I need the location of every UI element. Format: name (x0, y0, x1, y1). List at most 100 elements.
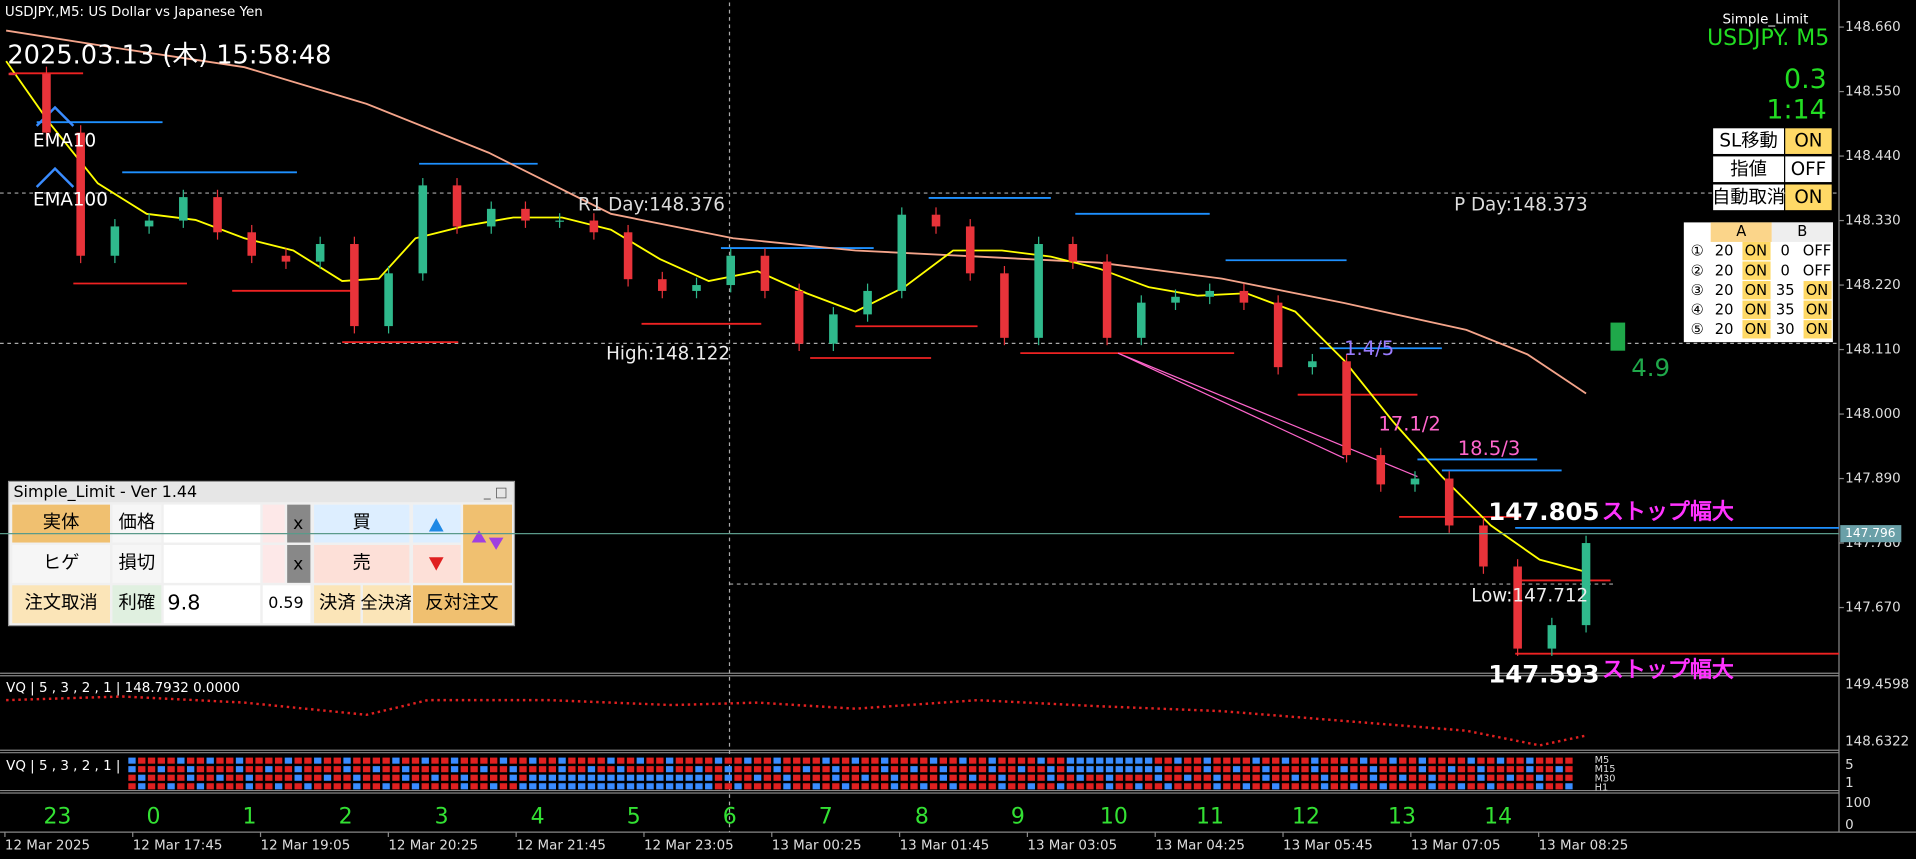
vq-cell (597, 766, 605, 773)
vq-cell (1262, 783, 1270, 790)
vq-cell (695, 757, 703, 764)
candle (1068, 244, 1078, 262)
panel-close[interactable]: 決済 (319, 593, 356, 614)
vq-cell (1506, 766, 1514, 773)
vq-cell (1467, 757, 1475, 764)
vq-cell (714, 774, 723, 781)
vq-cell (1008, 774, 1016, 781)
vq-cell (1027, 757, 1035, 764)
candle (692, 285, 701, 291)
vq-cell (1467, 783, 1475, 790)
vq-cell (529, 766, 537, 773)
vq-cell (675, 774, 684, 781)
vq-cell (1272, 757, 1280, 764)
vq-cell (568, 783, 576, 790)
vq-cell (939, 757, 948, 764)
panel-reverse[interactable]: 反対注文 (425, 593, 498, 614)
vq-cell (245, 774, 253, 781)
vq-cell (1418, 774, 1426, 781)
panel-clear-x1[interactable]: x (293, 514, 303, 534)
table-cell: 20 (1715, 243, 1734, 260)
vq-cell (274, 774, 283, 781)
panel-clear-x2[interactable]: x (293, 555, 303, 575)
table-cell: ON (1806, 282, 1829, 299)
vq-cell (333, 774, 341, 781)
vq-cell (274, 757, 283, 764)
vq-cell (568, 766, 576, 773)
vq-cell (1301, 774, 1309, 781)
vq-cell (1311, 774, 1319, 781)
vq-cell (959, 766, 967, 773)
vq-cell (1037, 757, 1045, 764)
vq-cell (128, 766, 136, 773)
candle (418, 185, 428, 274)
toggle-bg (1713, 184, 1785, 211)
vq-cell (1203, 774, 1211, 781)
toggle-state[interactable]: ON (1794, 187, 1822, 208)
vq-cell (1056, 783, 1065, 790)
vq-cell (1213, 766, 1221, 773)
y-tick-label: 147.890 (1845, 472, 1901, 487)
vq-cell (1164, 783, 1172, 790)
vq-cell (881, 774, 889, 781)
vq-cell (1291, 757, 1299, 764)
vq-cell (636, 757, 644, 764)
vq-cell (841, 766, 850, 773)
timeframe-label: M5 (1595, 755, 1610, 766)
vq-cell (157, 783, 165, 790)
vq-cell (753, 766, 762, 773)
panel-body-btn[interactable]: 実体 (43, 512, 80, 533)
toggle-state[interactable]: ON (1794, 131, 1822, 152)
vq-cell (841, 783, 850, 790)
vq-cell (1467, 766, 1475, 773)
vq-cell (450, 783, 459, 790)
vq-cell (1311, 766, 1319, 773)
vq-cell (988, 783, 996, 790)
vq-cell (1076, 757, 1084, 764)
candle (589, 220, 599, 233)
vq-cell (421, 757, 429, 764)
toggle-state[interactable]: OFF (1791, 159, 1826, 180)
ema-label: EMA10 (33, 131, 96, 152)
vq-cell (519, 766, 527, 773)
vq-cell (1066, 757, 1075, 764)
vq-cell (861, 783, 869, 790)
candle (350, 244, 359, 327)
timeframe-label: M30 (1595, 773, 1616, 784)
candle (965, 226, 975, 274)
vq-cell (753, 774, 762, 781)
vq-cell (812, 774, 820, 781)
toggle-bg (1785, 128, 1832, 154)
panel-cancel[interactable]: 注文取消 (24, 593, 97, 614)
vq-cell (734, 774, 742, 781)
vq-cell (890, 783, 899, 790)
panel-wick-btn[interactable]: ヒゲ (43, 552, 80, 573)
vq-cell (832, 783, 840, 790)
vq-cell (1262, 757, 1270, 764)
vq-cell (1360, 757, 1368, 764)
vq-cell (626, 783, 635, 790)
vq-cell (460, 774, 469, 781)
panel-sell[interactable]: 売 (353, 552, 371, 573)
vq-cell (783, 757, 791, 764)
vq-cell (802, 783, 811, 790)
vq-cell (1008, 766, 1016, 773)
candle (1171, 296, 1180, 303)
panel-close-all[interactable]: 全決済 (361, 594, 412, 614)
vq-cell (968, 783, 977, 790)
vq-cell (724, 783, 732, 790)
vq-cell (392, 783, 400, 790)
candle (1479, 525, 1488, 567)
vq-cell (910, 783, 918, 790)
vq-cell (675, 766, 684, 773)
vq-cell (1379, 766, 1387, 773)
hour-label: 1 (243, 804, 257, 829)
vq-cell (216, 783, 224, 790)
vq-cell (998, 757, 1006, 764)
table-cell: 20 (1715, 321, 1734, 338)
vq-cell (519, 757, 527, 764)
table-cell: ⑤ (1691, 321, 1704, 338)
panel-buy[interactable]: 買 (353, 512, 371, 533)
table-cell: ON (1745, 243, 1768, 260)
